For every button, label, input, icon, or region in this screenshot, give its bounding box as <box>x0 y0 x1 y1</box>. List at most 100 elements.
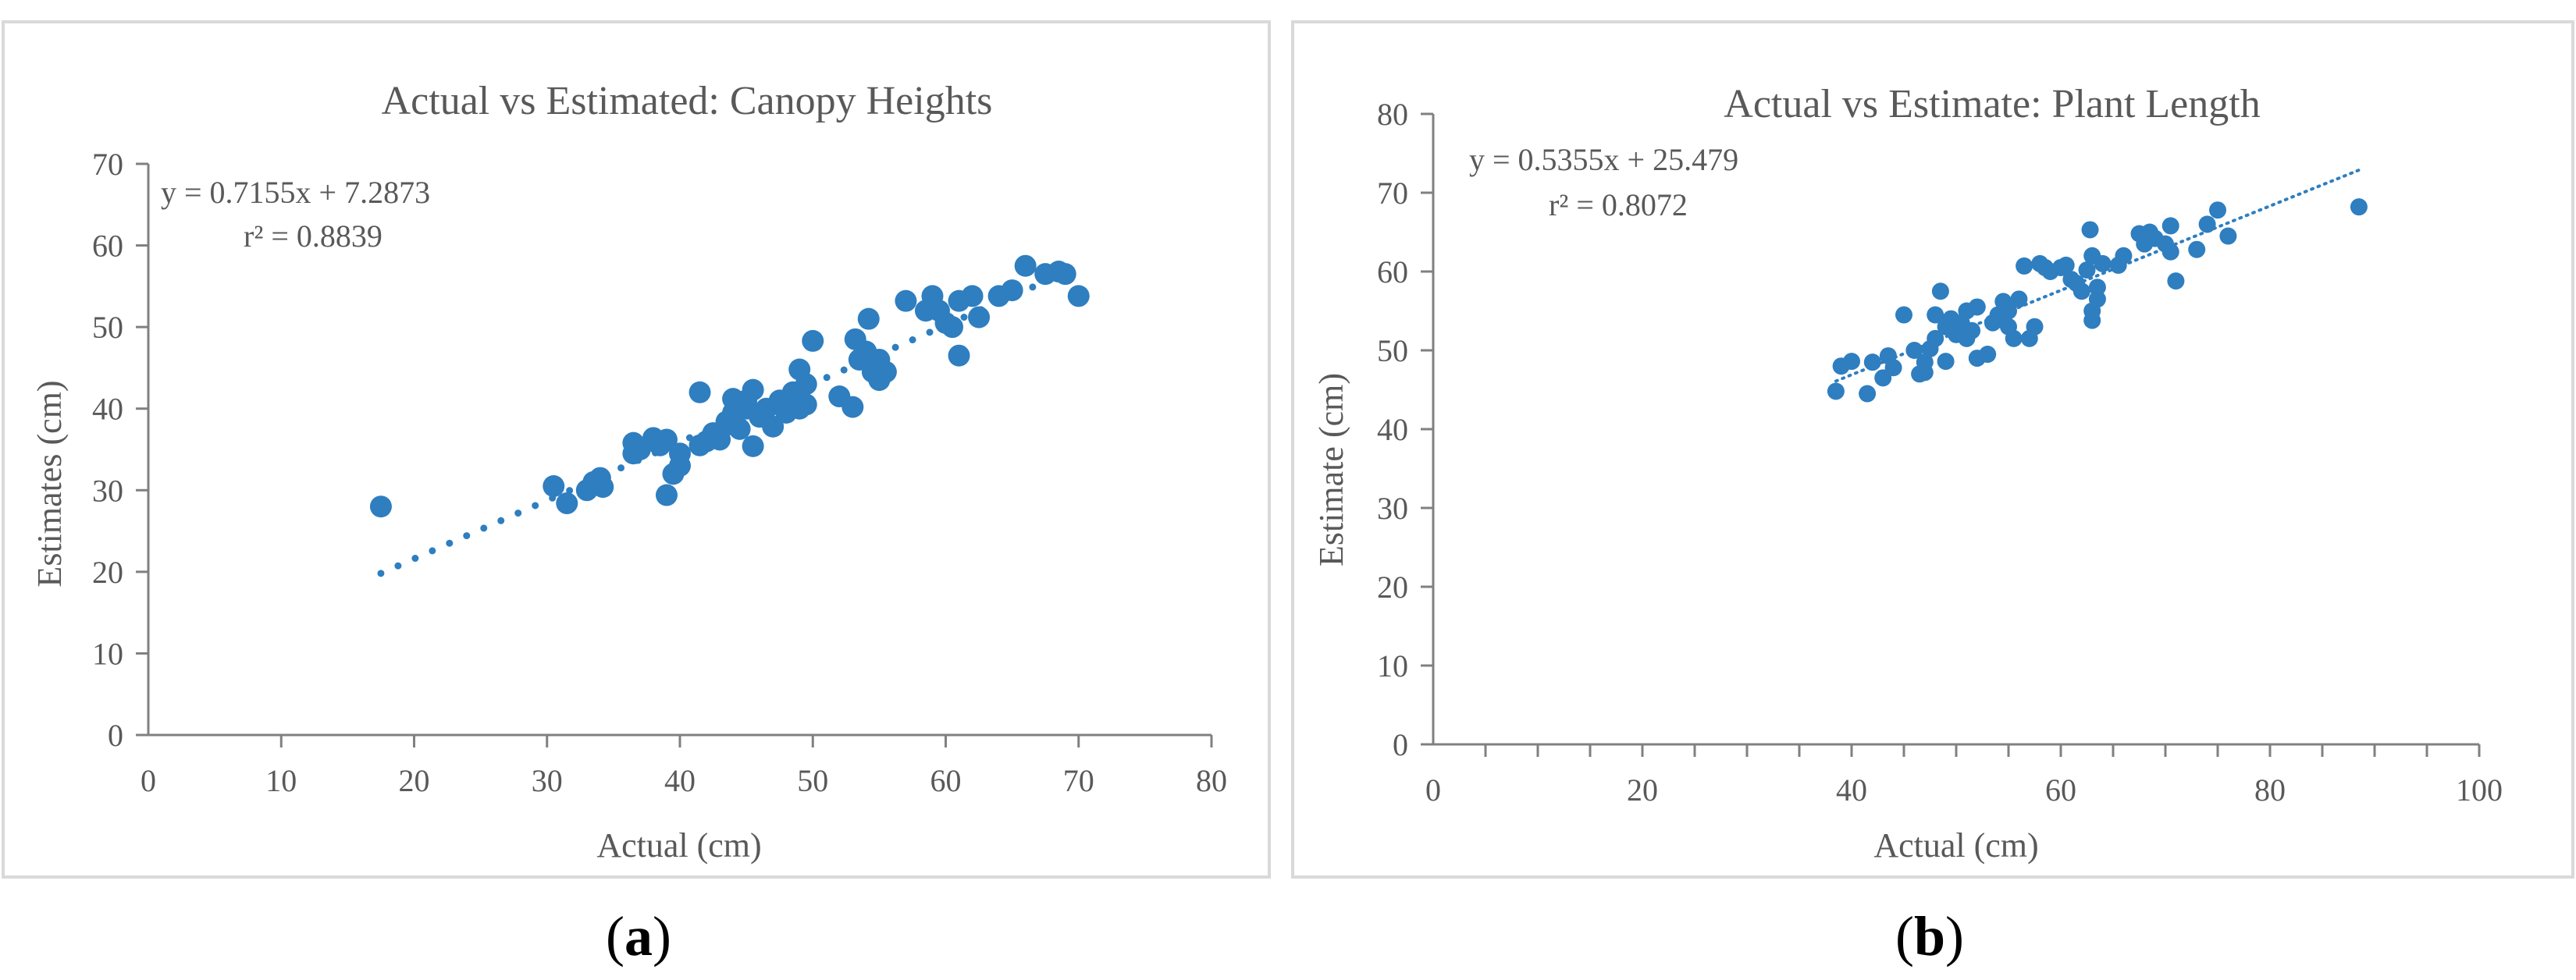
x-tick-label-a: 50 <box>797 763 828 798</box>
data-point-a <box>742 435 764 457</box>
data-point-b <box>1927 306 1944 324</box>
data-point-b <box>1827 382 1845 400</box>
x-axis-label-a: Actual (cm) <box>596 826 761 865</box>
y-tick-label-b: 80 <box>1377 97 1408 132</box>
data-point-b <box>2083 311 2101 329</box>
data-point-a <box>592 476 614 499</box>
data-point-a <box>688 381 711 403</box>
chart-panel-b: Actual vs Estimate: Plant Length 0 20 40 60… <box>1291 20 2574 968</box>
chart-title-b: Actual vs Estimate: Plant Length <box>1724 82 2260 126</box>
data-point-a <box>369 495 392 518</box>
panel-label-b-close: ) <box>1945 905 1964 968</box>
y-tick-label-a: 40 <box>92 392 123 427</box>
y-tick-label-b: 30 <box>1377 491 1408 526</box>
chart-title-a: Actual vs Estimated: Canopy Heights <box>382 79 993 123</box>
data-point-b <box>1931 282 1949 300</box>
x-tick-label-b: 80 <box>2254 772 2286 808</box>
points-b <box>1827 198 2368 403</box>
x-tick-label-b: 0 <box>1425 772 1441 808</box>
x-tick-label-b: 60 <box>2045 772 2076 808</box>
data-point-b <box>1884 359 1902 377</box>
data-point-a <box>941 316 964 339</box>
data-point-a <box>795 373 817 396</box>
y-tick-label-b: 20 <box>1377 570 1408 605</box>
data-point-b <box>2000 302 2017 320</box>
panel-label-a-close: ) <box>653 905 671 968</box>
data-point-b <box>1916 364 1934 382</box>
data-point-a <box>948 344 970 367</box>
data-point-a <box>895 289 917 312</box>
x-tick-label-a: 40 <box>664 763 696 798</box>
data-point-b <box>2016 257 2033 275</box>
data-point-a <box>556 492 578 515</box>
y-tick-label-a: 10 <box>92 636 123 671</box>
data-point-b <box>2057 256 2075 274</box>
x-tick-label-a: 10 <box>265 763 297 798</box>
data-point-a <box>655 484 678 506</box>
y-tick-label-b: 60 <box>1377 254 1408 289</box>
data-point-a <box>669 442 691 465</box>
data-point-a <box>728 417 751 440</box>
data-point-b <box>2005 329 2023 347</box>
equation-b: y = 0.5355x + 25.479 <box>1469 142 1738 177</box>
data-point-b <box>2010 290 2028 308</box>
data-point-b <box>2081 221 2099 239</box>
data-point-a <box>795 393 817 416</box>
data-point-b <box>2088 279 2106 296</box>
y-tick-label-b: 40 <box>1377 412 1408 447</box>
r-squared-a: r² = 0.8839 <box>244 218 382 254</box>
y-tick-label-b: 50 <box>1377 333 1408 368</box>
x-tick-label-a: 60 <box>930 763 962 798</box>
x-tick-label-a: 80 <box>1196 763 1227 798</box>
data-point-a <box>1001 279 1023 302</box>
data-point-b <box>2073 282 2090 300</box>
data-point-a <box>968 306 991 328</box>
data-point-b <box>2350 198 2368 216</box>
chart-frame-b <box>1291 20 2574 879</box>
panel-label-b-open: ( <box>1895 905 1914 968</box>
x-tick-label-b: 20 <box>1627 772 1658 808</box>
trendline-path-a <box>377 263 1083 577</box>
panel-label-a-open: ( <box>606 905 624 968</box>
data-point-a <box>961 285 984 307</box>
data-point-b <box>1927 329 1944 347</box>
x-axis-label-b: Actual (cm) <box>1873 826 2038 865</box>
panel-label-b-letter: b <box>1914 905 1945 968</box>
y-tick-label-a: 70 <box>92 147 123 182</box>
data-point-a <box>841 396 864 418</box>
x-tick-label-a: 0 <box>141 763 156 798</box>
panel-label-a: (a) <box>606 905 671 968</box>
data-point-b <box>2198 215 2216 233</box>
axes-b: 0 20 40 60 80 100 0 10 20 30 40 50 60 70 80 <box>1377 97 2503 808</box>
data-point-b <box>2094 254 2112 272</box>
data-point-b <box>2188 240 2206 258</box>
data-point-a <box>1054 263 1076 286</box>
y-axis-label-a: Estimates (cm) <box>30 380 69 587</box>
data-point-b <box>1963 321 1981 339</box>
data-point-b <box>1905 342 1923 359</box>
y-tick-label-b: 10 <box>1377 648 1408 684</box>
data-point-a <box>1014 254 1037 277</box>
axes-a: 0 10 20 30 40 50 60 70 80 0 10 20 30 40 50 60 70 <box>92 147 1227 798</box>
data-point-b <box>1859 385 1877 403</box>
data-point-a <box>874 360 897 383</box>
data-point-a <box>1067 285 1090 307</box>
data-point-b <box>2161 217 2179 235</box>
points-a <box>369 254 1090 518</box>
data-point-b <box>2209 201 2226 219</box>
data-point-a <box>857 307 880 330</box>
equation-a: y = 0.7155x + 7.2873 <box>161 175 430 210</box>
panel-label-b: (b) <box>1895 905 1964 968</box>
y-tick-label-a: 60 <box>92 229 123 264</box>
data-point-b <box>2115 247 2133 265</box>
data-point-a <box>655 428 678 451</box>
data-point-b <box>1863 353 1881 371</box>
data-point-b <box>1979 346 1997 364</box>
data-point-b <box>2026 318 2044 336</box>
data-point-a <box>802 329 824 352</box>
y-tick-label-b: 70 <box>1377 176 1408 211</box>
data-point-a <box>742 378 764 401</box>
data-point-a <box>762 415 785 438</box>
y-tick-label-b: 0 <box>1393 727 1408 762</box>
